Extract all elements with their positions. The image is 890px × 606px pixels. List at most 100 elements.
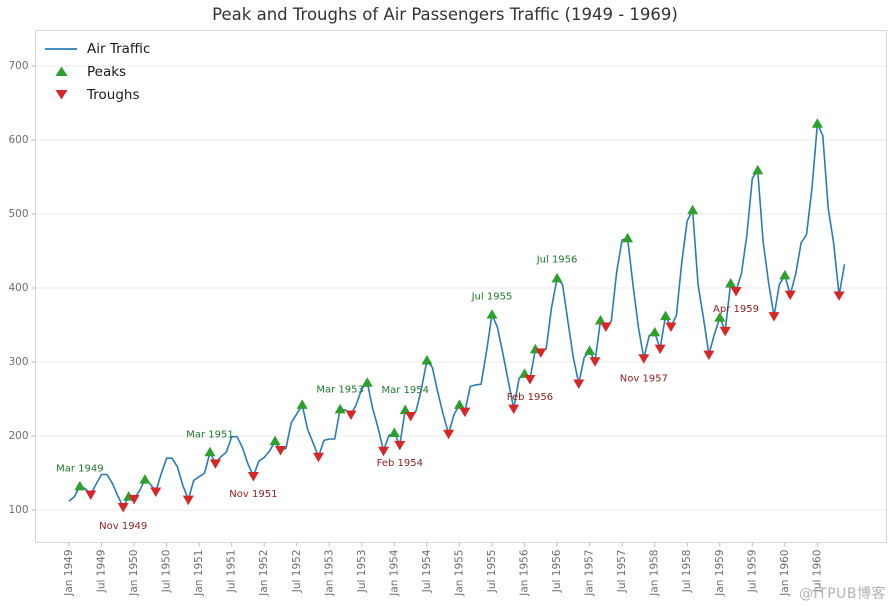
peak-marker xyxy=(334,403,346,414)
peak-marker xyxy=(453,399,465,409)
annotation-peak: Mar 1954 xyxy=(381,385,429,396)
peak-marker xyxy=(687,204,699,215)
trough-marker xyxy=(274,446,286,456)
peak-marker xyxy=(551,272,563,283)
peak-marker xyxy=(486,309,498,319)
trough-marker xyxy=(573,379,585,389)
x-tick-label: Jan 1958 xyxy=(649,550,661,597)
x-tick-label: Jan 1955 xyxy=(453,550,465,597)
trough-marker xyxy=(443,429,455,440)
legend-item-air-traffic: Air Traffic xyxy=(44,37,150,60)
chart-title: Peak and Troughs of Air Passengers Traff… xyxy=(212,5,678,24)
x-tick-label: Jul 1956 xyxy=(551,549,563,593)
trough-marker xyxy=(405,412,417,422)
trough-marker xyxy=(247,471,259,482)
annotation-trough: Nov 1949 xyxy=(99,521,147,532)
peak-marker xyxy=(714,312,726,322)
x-tick-label: Jul 1957 xyxy=(616,550,628,594)
peak-marker xyxy=(752,164,764,175)
annotation-peak: Jul 1956 xyxy=(536,254,578,265)
trough-marker xyxy=(459,407,471,418)
x-tick-label: Jul 1952 xyxy=(291,550,303,594)
triangle-down-icon xyxy=(44,89,78,100)
trough-marker xyxy=(209,459,221,469)
x-tick-label: Jul 1950 xyxy=(161,550,173,594)
y-tick-label: 400 xyxy=(8,282,28,294)
trough-marker xyxy=(117,503,129,513)
trough-marker xyxy=(182,495,194,506)
trough-marker xyxy=(150,487,162,497)
annotation-peak: Jul 1955 xyxy=(471,292,513,303)
peak-marker xyxy=(779,269,791,280)
annotation-trough: Nov 1951 xyxy=(229,489,277,500)
air-traffic-line xyxy=(68,122,846,508)
annotation-trough: Nov 1957 xyxy=(620,373,668,384)
trough-marker xyxy=(345,410,357,421)
x-tick-label: Jan 1950 xyxy=(128,550,140,597)
trough-marker xyxy=(508,404,520,415)
trough-marker xyxy=(394,440,406,451)
y-tick-label: 200 xyxy=(8,430,28,442)
legend-label: Troughs xyxy=(87,86,140,103)
triangle-up-icon xyxy=(44,66,78,77)
peak-marker xyxy=(74,480,86,491)
legend-label: Air Traffic xyxy=(87,40,151,57)
trough-marker xyxy=(703,350,715,361)
y-tick-label: 600 xyxy=(8,134,28,146)
y-tick-label: 700 xyxy=(8,60,28,72)
peak-marker xyxy=(421,355,433,365)
x-tick-label: Jan 1954 xyxy=(388,549,400,597)
trough-marker xyxy=(600,322,612,332)
peak-marker xyxy=(269,435,281,446)
legend-item-troughs: Troughs xyxy=(44,83,150,106)
x-tick-label: Jul 1951 xyxy=(226,550,238,594)
peak-marker xyxy=(622,232,634,243)
trough-marker xyxy=(768,312,780,322)
annotation-trough: Feb 1956 xyxy=(507,392,553,403)
x-tick-label: Jan 1960 xyxy=(779,550,791,597)
trough-marker xyxy=(535,348,547,358)
trough-marker xyxy=(85,490,97,500)
x-tick-label: Jan 1953 xyxy=(323,550,335,597)
x-tick-label: Jul 1959 xyxy=(746,550,758,594)
peak-marker xyxy=(139,474,151,484)
trough-marker xyxy=(378,446,390,457)
peak-marker xyxy=(388,427,400,438)
x-tick-label: Jul 1949 xyxy=(96,550,108,594)
plot-border xyxy=(35,30,887,543)
annotation-trough: Feb 1954 xyxy=(377,458,423,469)
x-tick-label: Jan 1959 xyxy=(714,550,726,597)
legend-item-peaks: Peaks xyxy=(44,60,150,83)
legend: Air Traffic Peaks Troughs xyxy=(44,37,150,106)
x-tick-label: Jul 1955 xyxy=(486,550,498,594)
y-tick-label: 300 xyxy=(8,356,28,368)
peak-marker xyxy=(594,315,606,325)
peak-marker xyxy=(361,377,373,387)
trough-marker xyxy=(589,357,601,367)
trough-marker xyxy=(833,291,845,301)
trough-marker xyxy=(719,326,731,337)
trough-marker xyxy=(128,494,140,505)
peak-marker xyxy=(296,399,308,409)
trough-marker xyxy=(312,452,324,463)
x-tick-label: Jan 1956 xyxy=(519,549,531,597)
x-tick-label: Jul 1954 xyxy=(421,549,433,593)
annotation-peak: Mar 1951 xyxy=(186,429,234,440)
peak-marker xyxy=(204,446,216,457)
trough-marker xyxy=(524,375,536,385)
peak-marker xyxy=(399,404,411,415)
peak-marker xyxy=(811,118,823,128)
watermark: @ITPUB博客 xyxy=(799,586,886,602)
peak-marker xyxy=(660,310,672,321)
trough-marker xyxy=(654,344,666,355)
x-tick-label: Jan 1951 xyxy=(193,550,205,597)
x-tick-label: Jan 1949 xyxy=(63,550,75,597)
legend-label: Peaks xyxy=(87,63,127,80)
x-tick-label: Jul 1953 xyxy=(356,550,368,594)
x-tick-label: Jan 1952 xyxy=(258,550,270,597)
peak-marker xyxy=(649,326,661,337)
annotation-peak: Mar 1953 xyxy=(316,384,364,395)
trough-marker xyxy=(638,354,650,364)
